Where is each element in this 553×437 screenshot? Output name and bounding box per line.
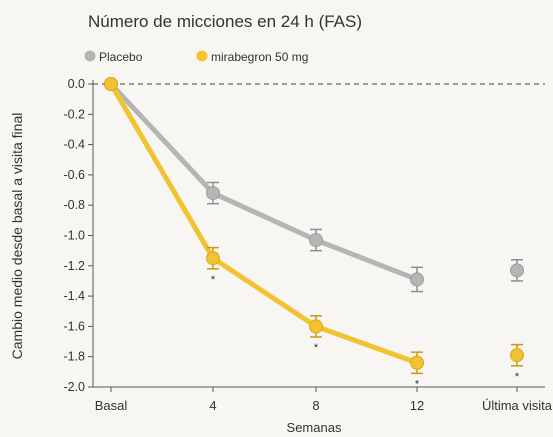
data-point	[309, 319, 323, 334]
legend-placebo-marker	[84, 50, 96, 62]
y-tick-label: -0.4	[63, 138, 85, 152]
legend: Placebo mirabegron 50 mg	[84, 50, 308, 64]
y-tick-label: -0.6	[63, 168, 85, 182]
x-tick-label: Última visita	[482, 398, 553, 413]
significance-mark: *	[211, 274, 216, 286]
y-tick-label: -1.4	[63, 289, 85, 303]
x-tick-label: Basal	[95, 398, 128, 413]
plot-area: 0.0 -0.2 -0.4 -0.6 -0.8 -1.0 -1.2 -1.4 -1.6 -1.8 -…	[63, 77, 553, 413]
y-tick-label: -1.0	[63, 229, 85, 243]
data-point	[410, 272, 424, 287]
data-point	[510, 263, 524, 278]
data-point	[309, 233, 323, 248]
y-tick-label: -1.6	[63, 319, 85, 333]
data-point	[206, 251, 220, 266]
y-tick-label: -2.0	[63, 380, 85, 394]
x-tick-label: 4	[209, 398, 216, 413]
significance-mark: *	[515, 371, 520, 383]
x-axis-label: Semanas	[287, 420, 342, 435]
y-tick-label: -0.8	[63, 198, 85, 212]
data-point	[410, 355, 424, 370]
series-line-0	[108, 81, 420, 282]
y-tick-label: 0.0	[68, 77, 85, 91]
y-tick-label: -1.8	[63, 350, 85, 364]
legend-mirabegron-marker	[196, 50, 208, 62]
significance-mark: *	[415, 378, 420, 390]
significance-mark: *	[314, 342, 319, 354]
y-axis-label: Cambio medio desde basal a visita final	[9, 113, 25, 360]
data-point	[206, 186, 220, 201]
data-point	[510, 348, 524, 363]
series-line-1	[108, 81, 420, 366]
x-tick-label: 8	[312, 398, 319, 413]
data-point	[104, 77, 118, 91]
y-tick-label: -0.2	[63, 107, 85, 121]
chart-title: Número de micciones en 24 h (FAS)	[88, 12, 362, 31]
y-tick-label: -1.2	[63, 259, 85, 273]
legend-mirabegron-label: mirabegron 50 mg	[211, 50, 308, 64]
x-tick-label: 12	[410, 398, 424, 413]
legend-placebo-label: Placebo	[99, 50, 143, 64]
